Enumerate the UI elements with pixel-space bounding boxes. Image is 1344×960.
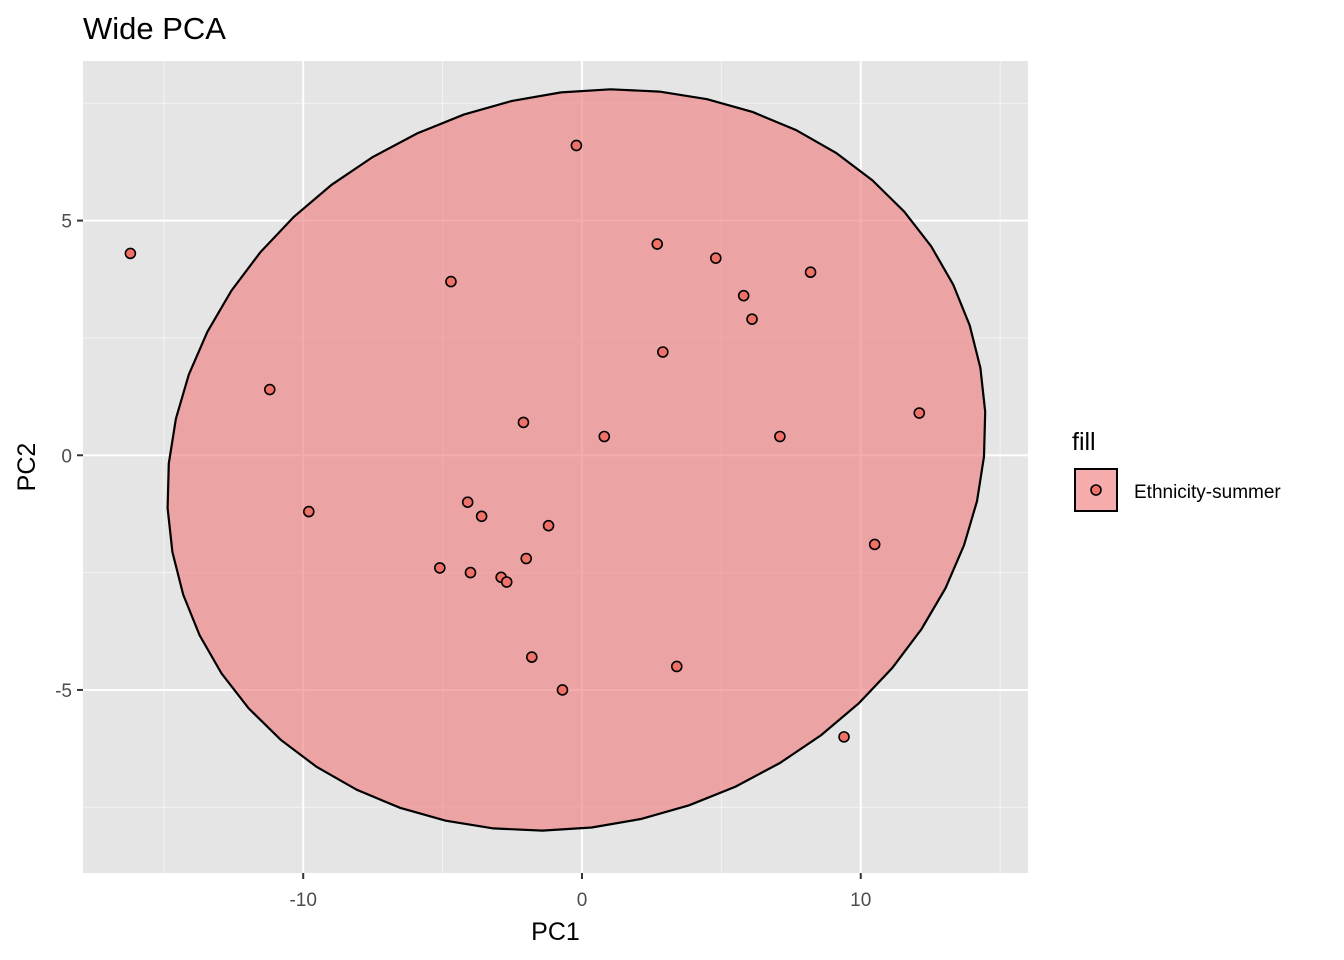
data-point (517, 416, 530, 429)
data-point (475, 510, 488, 523)
data-point (913, 407, 926, 419)
data-point (657, 346, 669, 358)
x-tick-label: -10 (289, 890, 316, 911)
y-tick-label: 0 (61, 446, 72, 467)
confidence-ellipse (166, 88, 987, 832)
chart-title: Wide PCA (83, 11, 226, 46)
legend-label: Ethnicity-summer (1134, 482, 1281, 503)
legend-title: fill (1072, 428, 1096, 456)
data-point (302, 505, 315, 518)
data-point (263, 383, 276, 396)
data-point (526, 651, 538, 663)
x-axis-ticks: -10 0 10 (289, 873, 871, 911)
legend-key (1074, 468, 1118, 512)
data-point (570, 139, 583, 152)
y-tick-label: -5 (55, 681, 72, 702)
x-tick-label: 10 (850, 890, 871, 911)
y-axis-title: PC2 (13, 443, 41, 492)
legend-point-marker (1090, 484, 1102, 496)
data-point (500, 576, 513, 588)
data-point (461, 496, 474, 509)
data-point (838, 731, 850, 743)
data-point (651, 238, 664, 250)
data-point (774, 430, 786, 443)
data-point (868, 538, 881, 551)
data-point (124, 247, 137, 260)
data-point (464, 566, 477, 579)
data-point (556, 684, 569, 696)
ellipse-layer (166, 88, 987, 832)
data-point (434, 562, 446, 574)
data-point (804, 266, 817, 279)
data-point (598, 430, 611, 443)
data-point (445, 275, 457, 288)
y-tick-label: 5 (61, 212, 72, 233)
data-point (709, 252, 722, 264)
x-tick-label: 0 (577, 890, 588, 911)
points-layer (124, 139, 926, 743)
y-axis-ticks: -5 0 5 (55, 212, 83, 702)
data-point (520, 552, 533, 565)
x-axis-title: PC1 (531, 918, 580, 946)
data-point (670, 660, 683, 673)
data-point (542, 519, 555, 532)
data-point (746, 313, 758, 325)
legend: fill Ethnicity-summer (1072, 428, 1281, 512)
data-point (737, 289, 750, 302)
